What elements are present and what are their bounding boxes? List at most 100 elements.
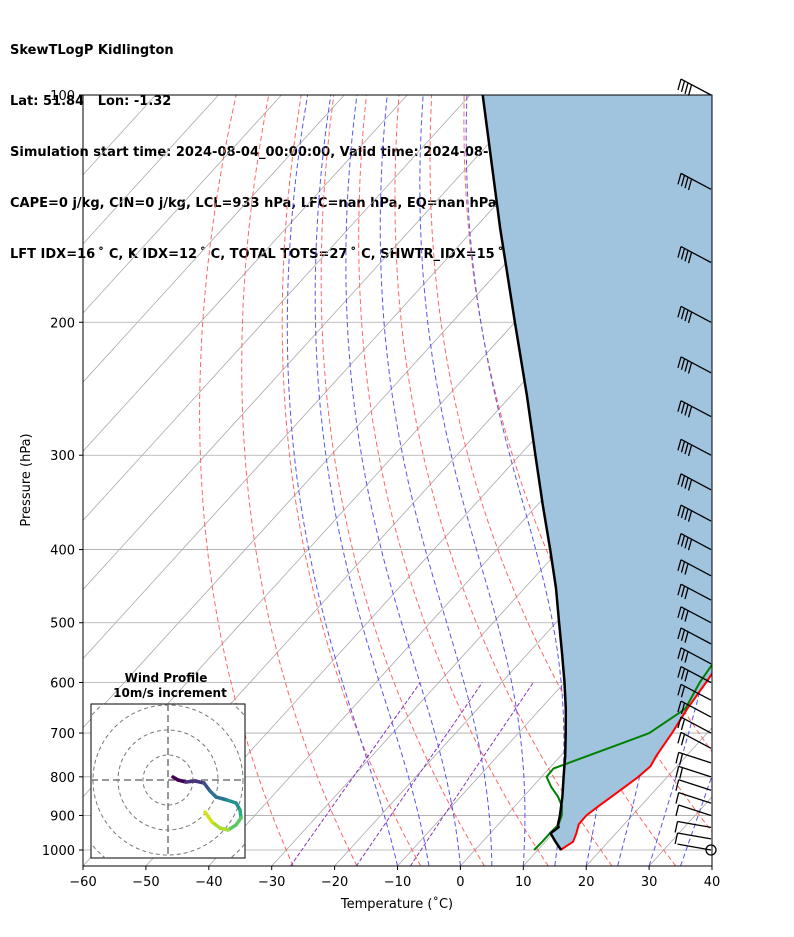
wind-barb-flag [677, 606, 682, 618]
wind-barb-flag [675, 792, 680, 804]
wind-barb-flag [677, 78, 682, 91]
wind-barb-flag [687, 84, 693, 96]
isotherm-line [145, 243, 712, 866]
isotherm-line [83, 95, 597, 660]
wind-barb-flag [680, 702, 686, 715]
wind-barb-flag [677, 627, 682, 640]
y-tick-label: 1000 [42, 844, 75, 859]
temperature-line [559, 672, 712, 851]
y-tick-label: 700 [50, 727, 75, 742]
wind-barb-staff [680, 473, 712, 491]
x-axis-label: Temperature (˚C) [340, 896, 453, 912]
wind-barb-flag [687, 479, 693, 491]
x-tick-label: −60 [69, 875, 96, 890]
wind-barb-flag [680, 80, 686, 93]
wind-barb-staff [680, 665, 712, 684]
x-tick-label: 10 [515, 875, 532, 890]
wind-barb-flag [677, 439, 682, 451]
isotherm-line [83, 95, 534, 591]
wind-barb-flag [687, 406, 693, 418]
wind-barb-staff [680, 606, 712, 624]
wind-barb-flag [684, 176, 689, 189]
inset-subtitle: 10m/s increment [113, 686, 227, 700]
dry-adiabat [790, 95, 794, 866]
cape-line: CAPE=0 j/kg, CIN=0 j/kg, LCL=933 hPa, LF… [10, 196, 497, 211]
wind-barb-staff [678, 779, 712, 791]
wind-barb-staff [680, 356, 712, 374]
mixing-ratio-line [290, 682, 421, 866]
dry-adiabat [725, 95, 794, 866]
wind-barb-flag [680, 629, 686, 641]
wind-barb-staff [677, 820, 712, 829]
isotherm-line [83, 95, 282, 314]
wind-barb-flag [679, 753, 684, 765]
wind-barb-flag [680, 440, 686, 453]
wind-barb-flag [684, 651, 689, 663]
wind-barb-flag [680, 402, 686, 414]
wind-barb-staff [677, 832, 712, 840]
axes: −60 −50 −40 −30 −20 −10 0 10 20 30 40 100 200 300 400 5… [42, 89, 720, 890]
wind-barb-flag [677, 246, 682, 258]
x-tick-label: 0 [456, 875, 464, 890]
wind-barb-flag [677, 732, 682, 744]
wind-barb-flag [687, 311, 693, 324]
wind-barb-staff [680, 716, 712, 734]
wind-barb-flag [680, 685, 686, 698]
wind-barb-flag [680, 358, 686, 370]
wind-barb-flag [677, 716, 682, 729]
dry-adiabat [320, 95, 485, 866]
y-tick-label: 300 [50, 449, 75, 464]
x-tick-label: −40 [195, 875, 222, 890]
location-line: Lat: 51.84 Lon: -1.32 [10, 94, 172, 109]
wind-barb-flag [680, 718, 686, 731]
wind-barb-flag [677, 684, 682, 696]
x-tick-label: −30 [258, 875, 285, 890]
wind-barb-staff [680, 559, 712, 577]
isotherm-line [83, 95, 345, 383]
x-tick-label: 30 [641, 875, 658, 890]
x-tick-label: −50 [132, 875, 159, 890]
wind-barb-staff [680, 78, 712, 96]
wind-barb-flag [687, 362, 693, 374]
x-tick-label: −10 [384, 875, 411, 890]
dry-adiabat [281, 95, 422, 866]
wind-barb-flag [680, 561, 686, 573]
moist-adiabat [314, 95, 430, 866]
wind-barb-flag [675, 804, 680, 817]
wind-barb-flag [680, 248, 686, 260]
x-tick-label: 20 [578, 875, 595, 890]
y-tick-label: 800 [50, 771, 75, 786]
mixing-ratio-line [409, 682, 534, 866]
y-tick-label: 200 [50, 316, 75, 331]
wind-barb-staff [680, 700, 712, 718]
moist-adiabat [379, 95, 493, 866]
wind-barb-flag [684, 309, 689, 322]
wind-barb-flag [684, 477, 689, 489]
wind-barb-flag [680, 308, 686, 320]
wind-barb-flag [687, 444, 693, 457]
wind-barb-staff [677, 843, 712, 851]
wind-barb-flag [684, 631, 689, 643]
wind-barbs [674, 78, 717, 856]
wind-barb-staff [678, 751, 712, 764]
wind-barb-flag [677, 173, 682, 185]
dry-adiabat [199, 95, 294, 866]
wind-barb-staff [680, 438, 712, 456]
wind-barb-flag [675, 779, 680, 791]
chart-header: SkewTLogP Kidlington Lat: 51.84 Lon: -1.… [10, 8, 603, 280]
wind-barb-flag [684, 508, 689, 520]
calm-wind-circle [705, 844, 717, 856]
hodograph-trace [203, 810, 214, 824]
wind-barb-staff [678, 804, 712, 817]
wind-barb-staff [680, 627, 712, 645]
profile-lines [481, 95, 712, 851]
wind-barb-flag [680, 585, 686, 598]
parcel-line [481, 95, 568, 851]
y-tick-label: 600 [50, 677, 75, 692]
wind-barb-flag [684, 442, 689, 455]
wind-barb-staff [678, 791, 712, 804]
wind-barb-flag [684, 610, 689, 622]
dry-adiabat [358, 95, 549, 866]
wind-barb-flag [680, 734, 686, 746]
